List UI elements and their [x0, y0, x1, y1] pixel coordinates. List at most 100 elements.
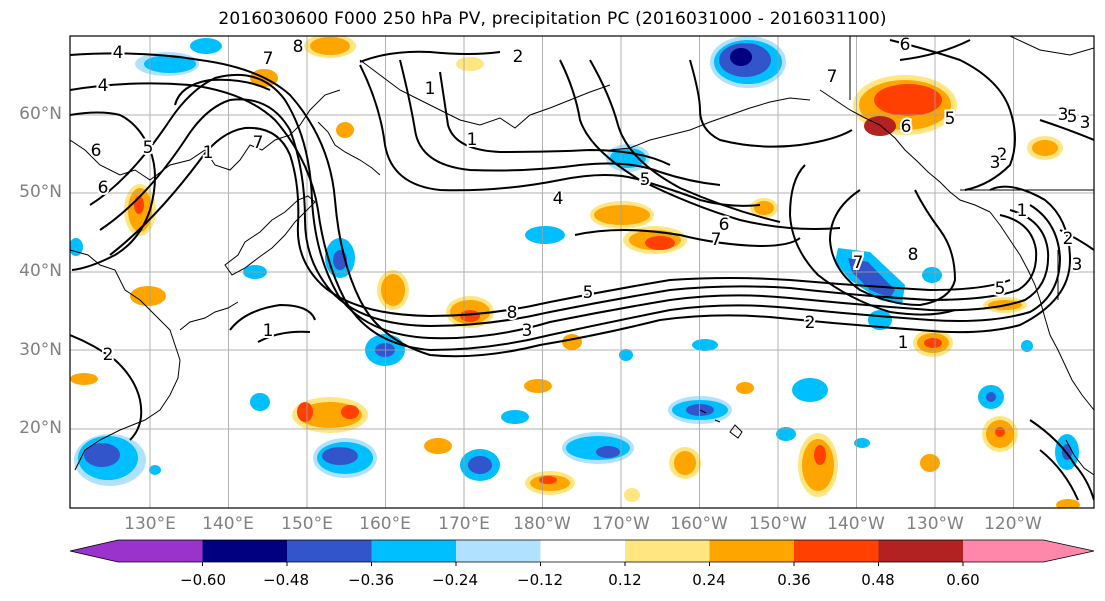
contour-value-label: 7: [827, 67, 838, 87]
colorbar-tick-label: 0.24: [692, 571, 726, 589]
lon-label: 120°W: [984, 514, 1042, 534]
lat-label: 20°N: [19, 418, 62, 438]
contour-value-label: 1: [425, 79, 436, 99]
colorbar-tick-label: −0.24: [432, 571, 478, 589]
contour-value-label: 6: [900, 35, 911, 55]
positive-anomaly-blob: [304, 36, 356, 58]
contour-value-label: 4: [98, 76, 109, 96]
contour-value-label: 1: [263, 321, 274, 341]
lon-label: 180°W: [513, 514, 571, 534]
lon-label: 170°W: [592, 514, 650, 534]
contour-value-label: 3: [1072, 255, 1083, 275]
contour-value-label: 4: [113, 43, 124, 63]
positive-anomaly-blob: [1027, 136, 1063, 160]
lat-label: 40°N: [19, 261, 62, 281]
colorbar-tick-label: −0.12: [517, 571, 563, 589]
colorbar-tick-label: −0.60: [180, 571, 226, 589]
colorbar-swatch: [540, 540, 626, 562]
positive-anomaly-blob: [292, 397, 368, 433]
coastlines: [70, 36, 1094, 476]
lon-label: 170°E: [438, 514, 490, 534]
colorbar-swatch: [878, 540, 964, 562]
lon-label: 160°E: [359, 514, 411, 534]
map-title: 2016030600 F000 250 hPa PV, precipitatio…: [218, 9, 887, 29]
colorbar-swatch: [456, 540, 541, 562]
lat-label: 50°N: [19, 182, 62, 202]
colorbar-outline: [69, 539, 1095, 563]
contour-value-label: 1: [1017, 201, 1028, 221]
negative-anomaly-blob: [313, 438, 377, 478]
contour-value-label: 3: [990, 153, 1001, 173]
contour-value-label: 5: [640, 170, 651, 190]
positive-anomaly-blob: [669, 447, 701, 479]
positive-anomaly-blob: [798, 433, 838, 497]
colorbar-tick-label: −0.48: [263, 571, 309, 589]
contour-value-label: 5: [583, 283, 594, 303]
positive-anomaly-blob: [982, 416, 1018, 452]
contour-value-label: 2: [997, 145, 1008, 165]
contour-value-label: 8: [908, 245, 919, 265]
contour-value-label: 6: [719, 215, 730, 235]
contour-value-label: 6: [98, 178, 109, 198]
positive-anomaly-blob: [525, 471, 575, 495]
contour-value-label: 4: [553, 189, 564, 209]
colorbar-extend-high: [963, 540, 1094, 562]
contour-value-label: 7: [853, 251, 864, 271]
contour-value-label: 7: [853, 253, 864, 273]
contour-value-label: 6: [901, 117, 912, 137]
lon-label: 140°W: [827, 514, 885, 534]
positive-anomaly-blob: [446, 296, 494, 328]
contour-value-label: 2: [513, 47, 524, 67]
colorbar-swatch: [287, 540, 372, 562]
contour-value-label: 3: [1080, 113, 1091, 133]
contour-value-label: 5: [1067, 107, 1078, 127]
positive-anomaly-blob: [590, 201, 687, 254]
negative-anomaly-blob: [460, 449, 500, 481]
positive-anomaly-blob: [377, 270, 409, 310]
negative-anomaly-blob: [562, 432, 634, 464]
lon-label: 140°E: [202, 514, 254, 534]
contour-value-label: 2: [1063, 229, 1074, 249]
contour-value-label: 3: [522, 321, 533, 341]
contour-value-label: 6: [91, 141, 102, 161]
lon-label: 150°E: [281, 514, 333, 534]
colorbar-tick-label: 0.12: [608, 571, 642, 589]
colorbar-swatch: [709, 540, 795, 562]
lat-label: 60°N: [19, 104, 62, 124]
negative-anomaly-blob: [74, 434, 146, 486]
colorbar-swatch: [794, 540, 879, 562]
colorbar-tick-label: 0.60: [946, 571, 980, 589]
contour-value-label: 7: [711, 230, 722, 250]
colorbar-swatch: [625, 540, 710, 562]
contour-value-label: 5: [945, 109, 956, 129]
colorbar-tick-label: 0.48: [861, 571, 895, 589]
contour-value-label: 1: [898, 333, 909, 353]
contour-value-label: 1: [467, 130, 478, 150]
contour-value-label: 5: [995, 279, 1006, 299]
lon-label: 160°W: [670, 514, 728, 534]
lon-label: 150°W: [749, 514, 807, 534]
contour-value-label: 3: [1058, 105, 1069, 125]
map-frame: [69, 35, 1095, 509]
contour-value-label: 8: [507, 303, 518, 323]
contour-value-label: 1: [203, 143, 214, 163]
colorbar-swatch: [371, 540, 457, 562]
colorbar-extend-low: [70, 540, 203, 562]
colorbar-tick-label: 0.36: [777, 571, 811, 589]
lat-label: 30°N: [19, 340, 62, 360]
contour-value-label: 8: [293, 37, 304, 57]
colorbar: [69, 539, 1095, 566]
positive-anomaly-blob: [853, 75, 957, 136]
contour-value-label: 2: [805, 313, 816, 333]
contour-value-label: 5: [143, 138, 154, 158]
lon-label: 130°E: [124, 514, 176, 534]
positive-anomaly-blob: [913, 329, 953, 357]
lon-label: 130°W: [906, 514, 964, 534]
colorbar-swatch: [202, 540, 288, 562]
colorbar-tick-label: −0.36: [348, 571, 394, 589]
contour-value-label: 7: [263, 49, 274, 69]
negative-anomaly-blob: [710, 36, 786, 88]
pv-contours: [70, 39, 1094, 501]
